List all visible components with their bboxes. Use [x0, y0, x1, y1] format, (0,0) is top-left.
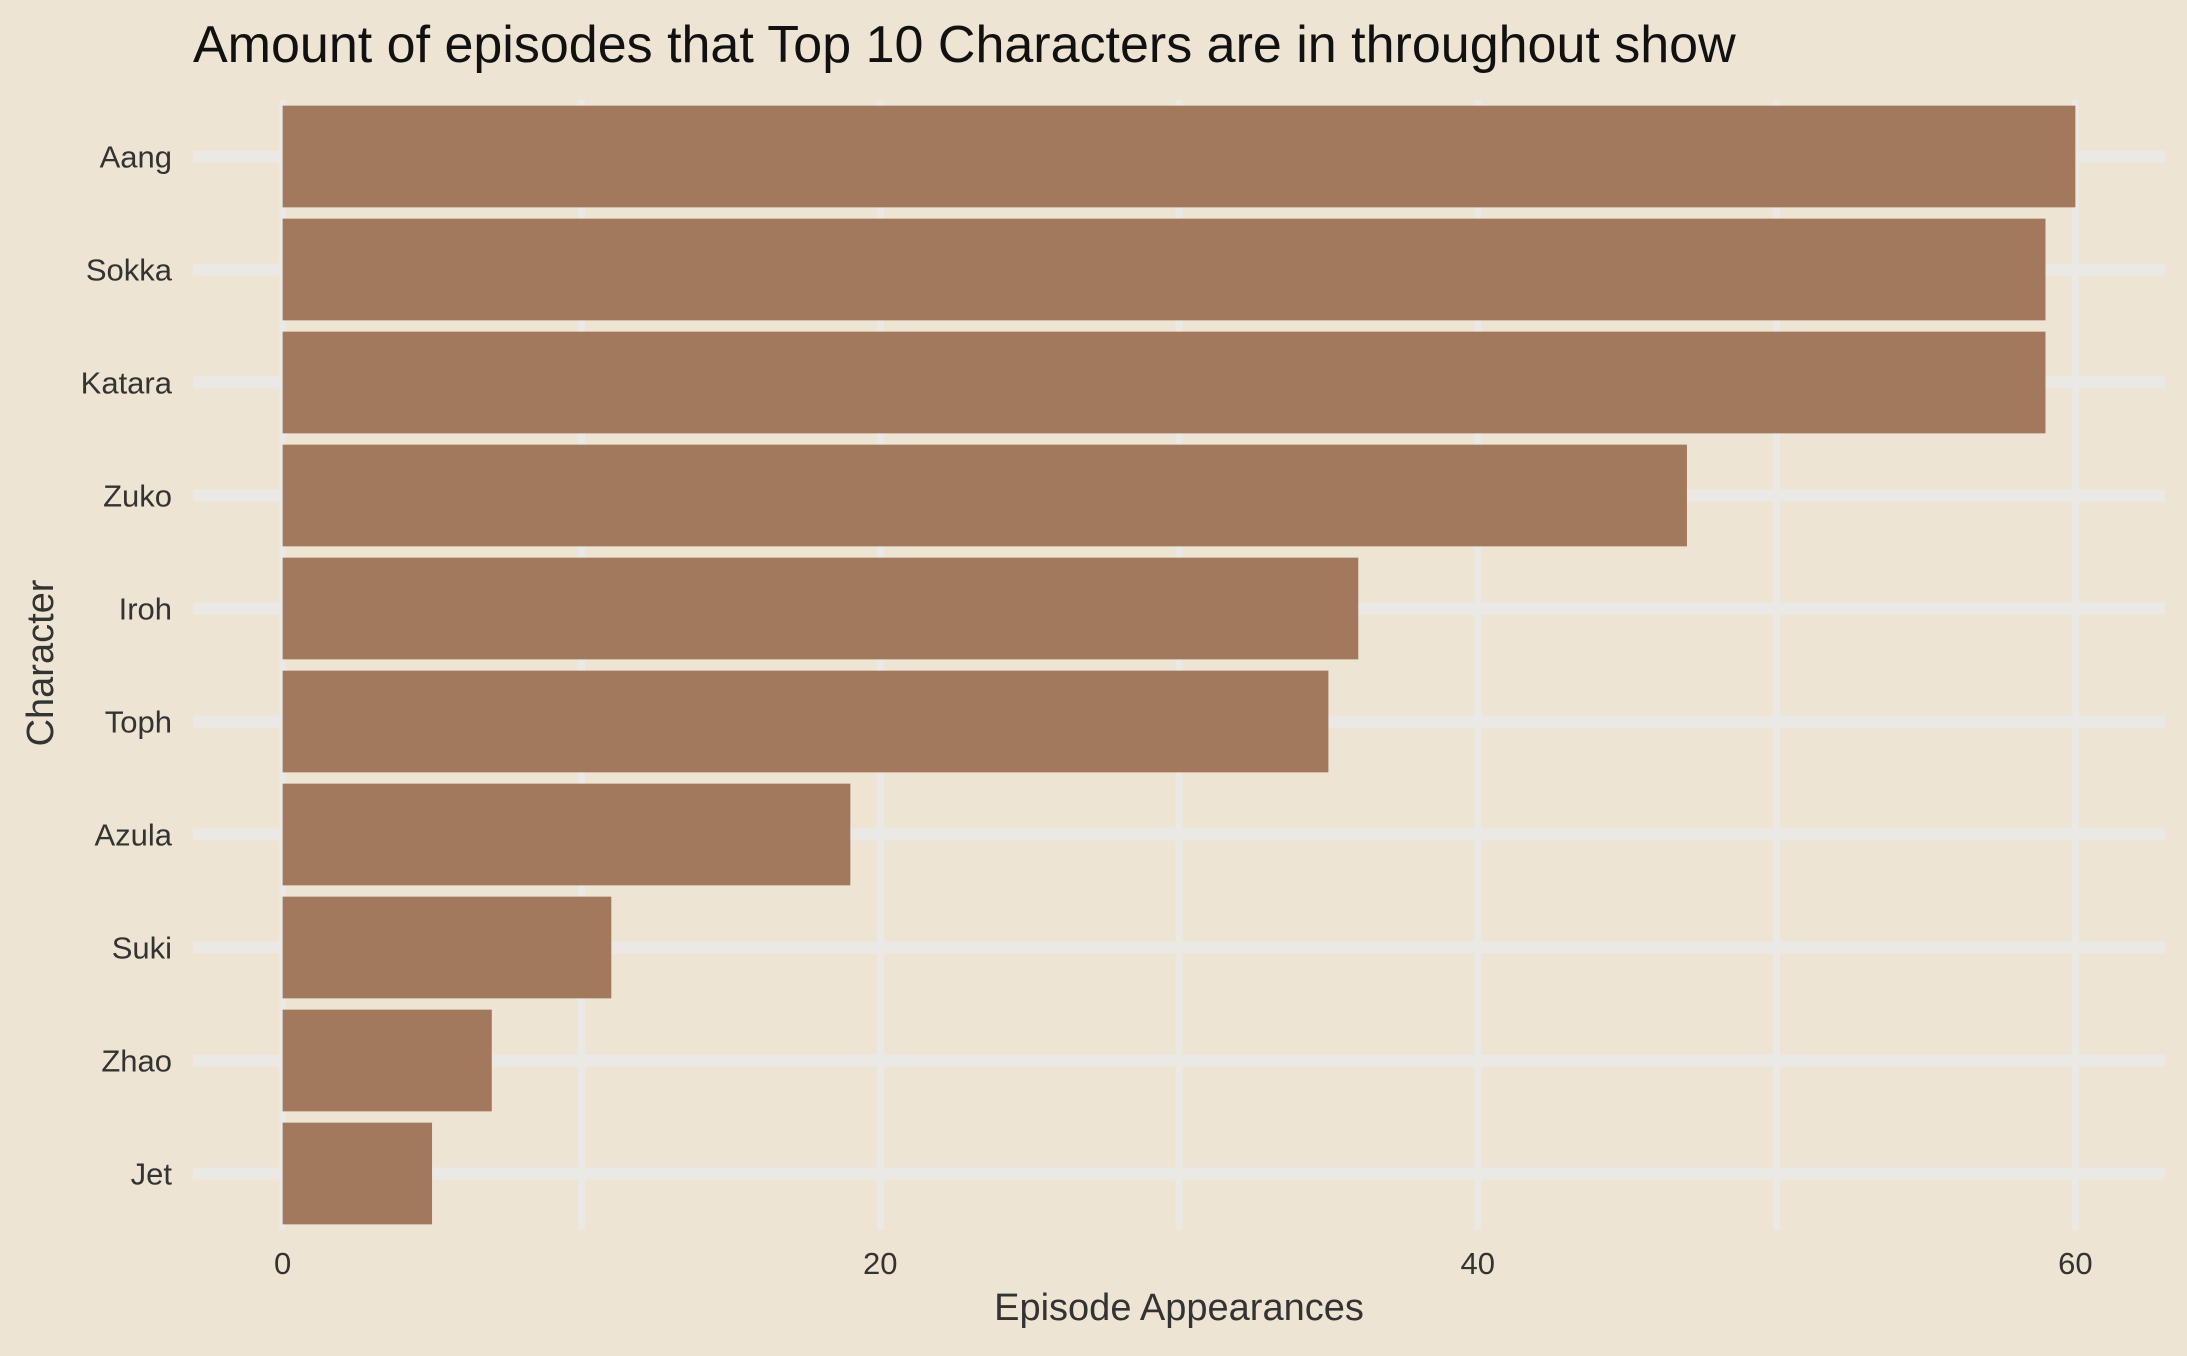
chart-title: Amount of episodes that Top 10 Character…: [193, 16, 1736, 74]
y-tick-label: Iroh: [119, 592, 172, 627]
bar-toph: [282, 670, 1329, 773]
x-tick-label: 20: [863, 1246, 897, 1281]
y-tick-label: Toph: [105, 705, 172, 740]
bar-zuko: [282, 444, 1687, 547]
bar-katara: [282, 331, 2046, 434]
y-tick-label: Jet: [131, 1157, 173, 1192]
y-tick-label: Zhao: [101, 1044, 172, 1079]
bar-zhao: [282, 1009, 492, 1112]
bar-aang: [282, 105, 2076, 208]
bar-jet: [282, 1122, 433, 1225]
y-tick-label: Suki: [112, 931, 172, 966]
x-tick-label: 40: [1461, 1246, 1495, 1281]
bar-iroh: [282, 557, 1359, 660]
bar-suki: [282, 896, 612, 999]
bars: [282, 105, 2076, 1225]
y-tick-label: Sokka: [86, 253, 173, 288]
y-tick-label: Katara: [81, 366, 173, 401]
y-axis-tick-labels: Aang Sokka Katara Zuko Iroh Toph Azula Suki Zhao…: [81, 140, 173, 1192]
x-axis-title: Episode Appearances: [994, 1287, 1364, 1329]
x-tick-label: 0: [274, 1246, 291, 1281]
y-tick-label: Zuko: [103, 479, 172, 514]
y-axis-title: Character: [20, 579, 62, 746]
y-tick-label: Azula: [94, 818, 172, 853]
bar-sokka: [282, 218, 2046, 321]
bar-azula: [282, 783, 851, 886]
y-tick-label: Aang: [100, 140, 172, 175]
x-tick-label: 60: [2058, 1246, 2092, 1281]
x-axis-tick-labels: 0 20 40 60: [274, 1246, 2093, 1281]
